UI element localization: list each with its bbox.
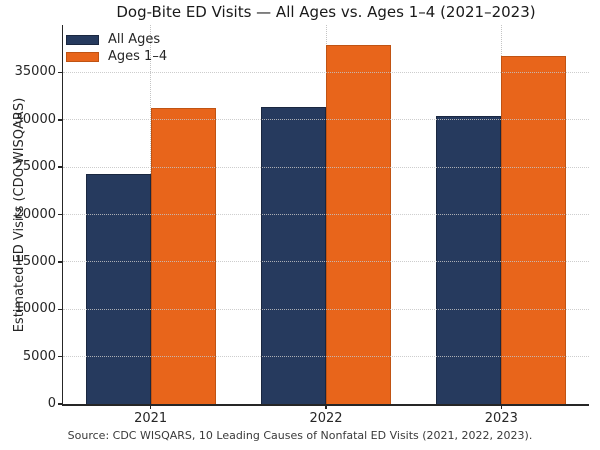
x-tick-label: 2023 [484,411,518,426]
x-tick-label: 2022 [309,411,343,426]
legend-swatch-icon [66,34,99,45]
y-tick-mark [58,71,63,74]
y-tick-mark [58,355,63,358]
x-axis-spine [61,404,589,406]
gridline-horizontal [63,166,589,168]
y-tick-mark [58,403,63,405]
gridline-vertical [150,25,152,404]
gridline-horizontal [63,119,589,121]
source-caption: Source: CDC WISQARS, 10 Leading Causes o… [67,429,533,442]
x-tick-mark [325,404,327,409]
bar-all-ages-2022 [261,107,326,404]
y-tick-mark [58,261,63,263]
gridline-horizontal [63,71,589,73]
bar-all-ages-2021 [85,173,151,404]
gridline-vertical [325,25,327,404]
x-tick-label: 2021 [134,411,168,426]
gridline-horizontal [63,356,589,358]
y-tick-mark [58,166,63,168]
legend-item: Ages 1–4 [66,48,167,65]
gridline-horizontal [63,214,589,215]
y-tick-mark [58,213,63,216]
legend: All Ages Ages 1–4 [66,31,167,65]
legend-label: Ages 1–4 [108,49,168,64]
legend-swatch-icon [66,51,99,62]
gridline-horizontal [63,261,589,263]
bar-ages-1-4-2021 [150,108,216,404]
gridline-horizontal [63,308,589,310]
bar-ages-1-4-2023 [501,56,567,404]
y-tick-mark [58,308,63,310]
legend-label: All Ages [108,32,161,47]
y-axis-spine [61,25,63,406]
gridline-vertical [500,25,502,404]
bar-all-ages-2023 [436,115,502,404]
y-axis-label: Estimated ED Visits (CDC WISQARS) [12,97,27,333]
x-tick-mark [500,404,503,409]
chart-title: Dog-Bite ED Visits — All Ages vs. Ages 1… [116,3,536,21]
y-tick-label: 0 [47,396,56,411]
y-tick-mark [58,119,63,121]
bar-ages-1-4-2022 [326,44,391,404]
x-tick-mark [149,404,152,409]
legend-item: All Ages [66,31,167,48]
